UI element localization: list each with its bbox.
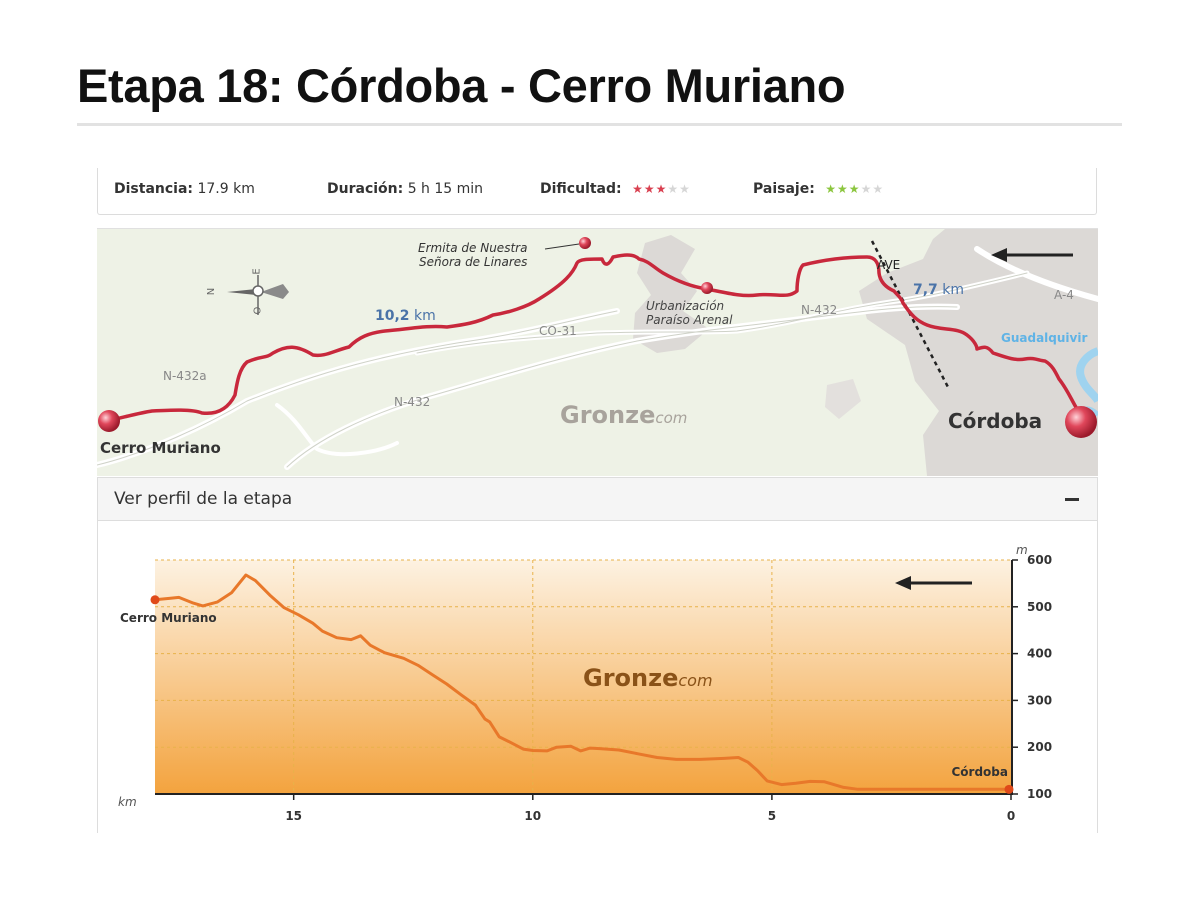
- railway-label-ave: AVE: [877, 258, 901, 272]
- star-empty-icon: ★: [679, 182, 691, 196]
- road-a4: [974, 246, 1098, 302]
- collapse-minus-icon[interactable]: [1065, 498, 1079, 501]
- profile-panel-title: Ver perfil de la etapa: [114, 489, 293, 509]
- road-label-n432-south: N-432: [394, 395, 431, 409]
- map-watermark: Gronzecom: [560, 401, 687, 429]
- ermita-marker: [579, 237, 591, 249]
- y-axis-label: m: [1016, 543, 1028, 557]
- x-tick-label: 15: [285, 809, 302, 823]
- guadalquivir-river: [1076, 347, 1098, 404]
- compass-o-letter: O: [252, 306, 264, 315]
- landscape-rating-stars: ★★★★★: [825, 182, 884, 196]
- landscape-label: Paisaje:: [753, 181, 815, 197]
- chart-watermark-main: Gronze: [583, 664, 678, 692]
- road-n432-edge: [286, 306, 958, 468]
- elevation-profile-chart: 100 200 300 400 500 600 15 10 5 0 km m Cerro Muriano…: [118, 543, 1052, 823]
- x-tick-label: 0: [1007, 809, 1015, 823]
- title-divider: [77, 123, 1122, 126]
- page-title: Etapa 18: Córdoba - Cerro Muriano: [77, 59, 846, 112]
- start-point: [150, 595, 160, 605]
- compass-n-letter: N: [206, 287, 218, 296]
- cordoba-urban-area: [859, 229, 1098, 476]
- stage-stats-bar: Distancia: 17.9 km Duración: 5 h 15 min …: [97, 168, 1097, 215]
- ermita-label: Ermita de Nuestra Señora de Linares: [418, 241, 527, 269]
- y-tick-label: 600: [1027, 553, 1052, 567]
- end-point: [1004, 784, 1014, 794]
- distance-label-7km: 7,7 km: [913, 282, 964, 298]
- compass-icon: [227, 275, 289, 315]
- distance-label-7km-unit: km: [942, 282, 965, 298]
- end-town-label: Córdoba: [948, 409, 1043, 433]
- road-co31-edge: [416, 272, 1028, 354]
- chart-watermark-suffix: com: [678, 671, 712, 690]
- x-axis-label: km: [118, 795, 137, 809]
- distance-label-10km-unit: km: [414, 308, 436, 324]
- star-empty-icon: ★: [860, 182, 873, 196]
- profile-panel-body: [97, 521, 1098, 833]
- ermita-label-line1: Ermita de Nuestra: [418, 241, 528, 255]
- y-tick-label: 200: [1027, 740, 1052, 754]
- star-empty-icon: ★: [872, 182, 885, 196]
- road-label-n432a: N-432a: [163, 369, 207, 383]
- distance-stat: Distancia: 17.9 km: [114, 181, 255, 197]
- star-filled-icon: ★: [632, 182, 644, 196]
- urbanizacion-label-line2: Paraíso Arenal: [646, 313, 733, 327]
- y-tick-label: 500: [1027, 600, 1052, 614]
- difficulty-label: Dificultad:: [540, 181, 622, 197]
- difficulty-stat: Dificultad: ★★★★★: [540, 181, 691, 197]
- start-marker: [98, 410, 120, 432]
- elevation-line: [154, 573, 1011, 791]
- road-label-co31: CO-31: [539, 324, 577, 338]
- urbanizacion-label: Urbanización Paraíso Arenal: [646, 299, 732, 327]
- distance-label-7km-num: 7,7: [913, 282, 938, 298]
- y-tick-label: 100: [1027, 787, 1052, 801]
- distance-label-10km-num: 10,2: [375, 308, 410, 324]
- star-filled-icon: ★: [655, 182, 668, 196]
- urbanizacion-marker: [701, 282, 713, 294]
- landscape-stat: Paisaje: ★★★★★: [753, 181, 884, 197]
- route-map-canvas: [97, 229, 1098, 476]
- end-annotation: Córdoba: [952, 765, 1009, 779]
- road-label-n432: N-432: [801, 303, 838, 317]
- start-annotation: Cerro Muriano: [120, 611, 217, 625]
- distance-label-10km: 10,2 km: [375, 308, 436, 324]
- ermita-label-line2: Señora de Linares: [419, 255, 528, 269]
- urbanizacion-label-line1: Urbanización: [646, 299, 725, 313]
- duration-value: 5 h 15 min: [407, 181, 484, 197]
- end-marker: [1065, 406, 1097, 438]
- map-watermark-main: Gronze: [560, 401, 656, 429]
- compass-e-letter: E: [251, 268, 263, 275]
- star-filled-icon: ★: [643, 182, 656, 196]
- distance-label: Distancia:: [114, 181, 194, 197]
- road-label-a4: A-4: [1054, 288, 1074, 302]
- difficulty-rating-stars: ★★★★★: [632, 182, 691, 196]
- direction-arrow-icon: [895, 576, 911, 590]
- chart-watermark: Gronzecom: [583, 664, 713, 692]
- small-urban-area: [825, 379, 861, 419]
- start-town-label: Cerro Muriano: [100, 439, 221, 457]
- x-tick-label: 5: [768, 809, 776, 823]
- road-loop: [275, 403, 399, 457]
- route-map[interactable]: Ermita de Nuestra Señora de Linares Urba…: [97, 228, 1098, 476]
- ermita-pointer-line: [544, 243, 580, 250]
- duration-stat: Duración: 5 h 15 min: [327, 181, 483, 197]
- distance-value: 17.9 km: [197, 181, 255, 197]
- stage-route: [105, 253, 1084, 423]
- river-label: Guadalquivir: [1001, 331, 1088, 345]
- star-filled-icon: ★: [848, 182, 861, 196]
- profile-panel-header[interactable]: Ver perfil de la etapa: [97, 477, 1098, 521]
- y-tick-label: 400: [1027, 647, 1052, 661]
- star-empty-icon: ★: [667, 182, 680, 196]
- y-tick-label: 300: [1027, 693, 1052, 707]
- star-filled-icon: ★: [825, 182, 838, 196]
- duration-label: Duración:: [327, 181, 404, 197]
- x-tick-label: 10: [524, 809, 541, 823]
- map-watermark-suffix: com: [655, 409, 688, 427]
- direction-arrow-icon: [991, 248, 1073, 262]
- road-n432a-edge: [97, 310, 618, 466]
- plot-background: [155, 560, 1011, 794]
- star-filled-icon: ★: [837, 182, 849, 196]
